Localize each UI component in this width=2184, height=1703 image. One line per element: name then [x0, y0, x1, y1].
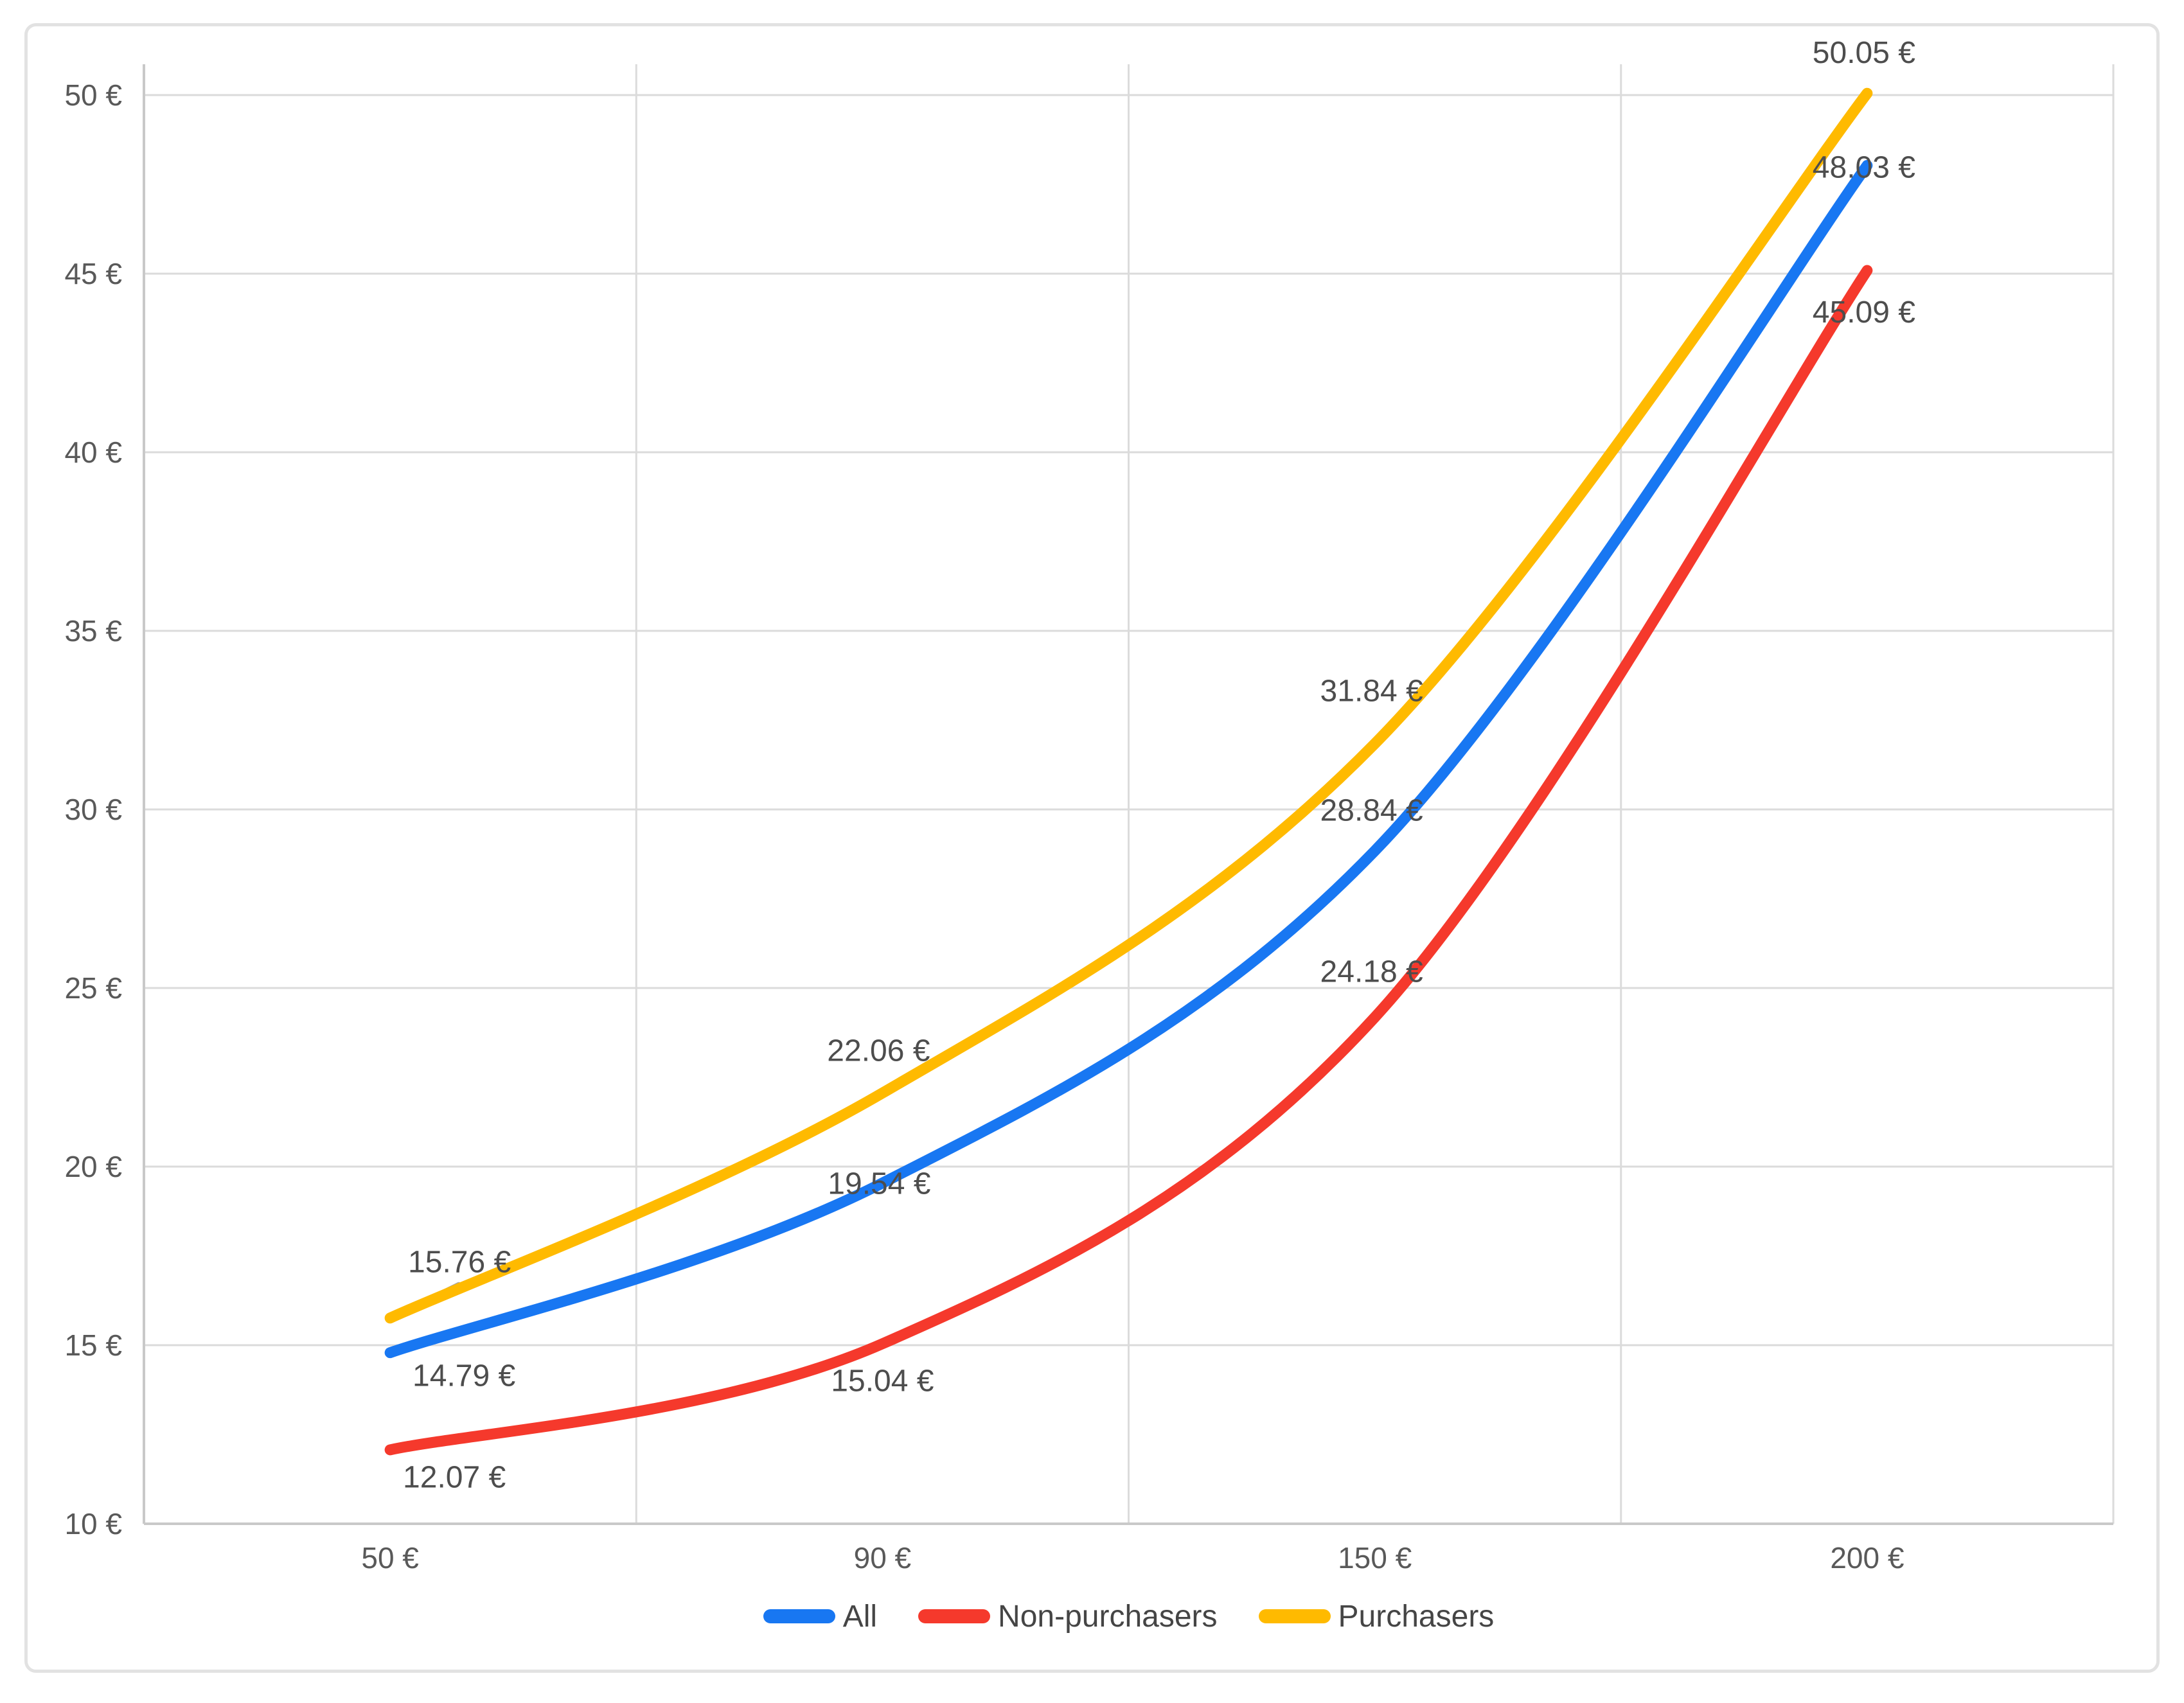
legend-label-non-purchasers: Non-purchasers [998, 1599, 1218, 1634]
y-axis-tick-label: 45 € [64, 257, 122, 290]
series-line-non-purchasers [384, 265, 1873, 1456]
y-axis-tick-label: 30 € [64, 793, 122, 826]
data-label: 22.06 € [827, 1034, 930, 1068]
data-label: 45.09 € [1813, 296, 1915, 330]
data-label: 28.84 € [1320, 793, 1423, 827]
x-axis-tick-label: 90 € [854, 1541, 912, 1575]
data-label: 24.18 € [1320, 955, 1423, 989]
chart-legend: All Non-purchasers Purchasers [144, 1585, 2113, 1647]
legend-label-all: All [842, 1599, 878, 1634]
y-axis-tick-label: 15 € [64, 1328, 122, 1362]
data-label: 12.07 € [403, 1461, 506, 1495]
legend-item-all: All [763, 1599, 877, 1634]
x-axis-tick-label: 50 € [361, 1541, 419, 1575]
series-line-all [384, 160, 1873, 1359]
legend-swatch-purchasers [1258, 1609, 1331, 1623]
y-axis-tick-label: 10 € [64, 1507, 122, 1540]
y-axis-tick-label: 35 € [64, 614, 122, 648]
data-label: 50.05 € [1813, 36, 1915, 70]
x-axis-tick-label: 150 € [1338, 1541, 1412, 1575]
x-axis-tick-label: 200 € [1830, 1541, 1904, 1575]
legend-swatch-all [763, 1609, 835, 1623]
data-label: 31.84 € [1320, 674, 1423, 708]
chart-card [24, 23, 2160, 1673]
y-axis-tick-label: 50 € [64, 78, 122, 112]
y-axis-tick-label: 20 € [64, 1150, 122, 1183]
y-axis-tick-label: 25 € [64, 971, 122, 1005]
data-label: 15.76 € [408, 1246, 511, 1280]
data-label: 48.03 € [1813, 150, 1915, 184]
data-label: 15.04 € [831, 1364, 934, 1399]
data-label: 19.54 € [828, 1167, 930, 1201]
data-label: 14.79 € [413, 1359, 515, 1393]
legend-label-purchasers: Purchasers [1338, 1599, 1495, 1634]
series-line-purchasers [384, 87, 1873, 1324]
legend-swatch-non-purchasers [918, 1609, 991, 1623]
y-axis-tick-label: 40 € [64, 436, 122, 469]
legend-item-non-purchasers: Non-purchasers [918, 1599, 1218, 1634]
legend-item-purchasers: Purchasers [1258, 1599, 1495, 1634]
